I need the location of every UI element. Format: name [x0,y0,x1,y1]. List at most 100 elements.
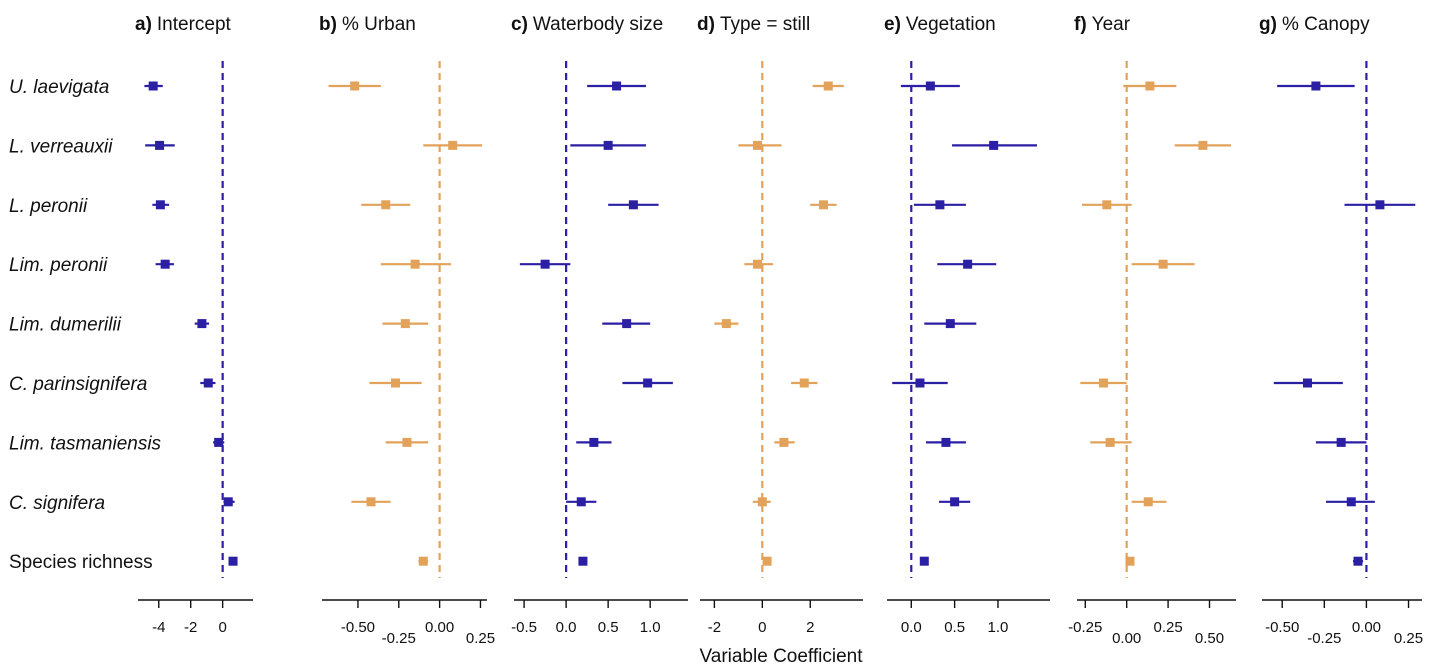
point-estimate [576,497,586,507]
point-estimate [155,140,165,150]
point-estimate [1336,437,1346,447]
point-estimate [381,200,391,210]
x-tick-label: -0.50 [341,619,375,636]
point-estimate [148,81,158,91]
point-estimate [1102,200,1112,210]
point-estimate [721,319,731,329]
panel-title: d) Type = still [697,14,810,35]
point-estimate [228,556,238,566]
panel-name: % Urban [342,14,416,35]
point-estimate [989,140,999,150]
x-tick-label: -2 [184,619,197,636]
row-label: C. signifera [9,493,105,514]
point-estimate [612,81,622,91]
x-tick-label: 0.25 [1394,630,1423,647]
x-tick-label: 0.00 [425,619,454,636]
point-estimate [578,556,588,566]
x-tick-label: 0.0 [901,619,922,636]
x-tick-label: 0.5 [944,619,965,636]
row-label: Lim. tasmaniensis [9,433,162,454]
point-estimate [753,259,763,269]
point-estimate [950,497,960,507]
point-estimate [935,200,945,210]
point-estimate [350,81,360,91]
point-estimate [779,437,789,447]
panel-title: c) Waterbody size [511,14,663,35]
point-estimate [197,319,207,329]
point-estimate [1099,378,1108,388]
point-estimate [223,497,233,507]
panel-name: Type = still [720,14,810,35]
point-estimate [589,437,599,447]
point-estimate [1346,497,1356,507]
point-estimate [1311,81,1321,91]
row-label: U. laevigata [9,77,109,98]
x-axis-title: Variable Coefficient [699,646,863,666]
panel-title: b)% Urban [319,14,416,35]
panel-name: % Canopy [1282,14,1370,35]
point-estimate [628,200,638,210]
point-estimate [400,319,410,329]
point-estimate [155,200,165,210]
panel-name: Waterbody size [533,14,663,35]
row-label: C. parinsignifera [9,374,147,395]
x-tick-label: 0 [758,619,766,636]
panel-letter: a) [135,14,152,35]
point-estimate [941,437,951,447]
panel-title: e) Vegetation [884,14,996,35]
point-estimate [1353,556,1363,566]
point-estimate [1145,81,1155,91]
x-tick-label: -0.25 [382,630,416,647]
row-label: Species richness [9,552,153,573]
point-estimate [203,378,213,388]
coefficient-panels: a) Intercept -4 -2 0 b)% Urban -0.50 -0.25 0.00 0… [135,14,1423,647]
panel-name: Vegetation [906,14,996,35]
point-estimate [925,81,935,91]
point-estimate [214,437,224,447]
panel-title: f) Year [1074,14,1131,35]
panel-title: g)% Canopy [1259,14,1370,35]
x-tick-label: 0.00 [1112,630,1141,647]
panel-letter: e) [884,14,901,35]
point-estimate [799,378,809,388]
point-estimate [1302,378,1312,388]
point-estimate [1158,259,1168,269]
x-tick-label: -2 [708,619,721,636]
point-estimate [818,200,828,210]
point-estimate [643,378,653,388]
panel-letter: f) [1074,14,1087,35]
panel-title: a) Intercept [135,14,232,35]
point-estimate [963,259,973,269]
panel-5: e) Vegetation 0.0 0.5 1.0 [884,14,1050,636]
x-tick-label: 0.25 [1153,619,1182,636]
point-estimate [366,497,376,507]
point-estimate [1143,497,1153,507]
panel-6: f) Year -0.25 0.00 0.25 0.50 [1068,14,1236,647]
panel-letter: c) [511,14,528,35]
panel-letter: d) [697,14,715,35]
x-tick-label: -0.25 [1068,619,1102,636]
panel-3: c) Waterbody size -0.5 0.0 0.5 1.0 [511,14,688,636]
point-estimate [753,140,763,150]
point-estimate [945,319,955,329]
panel-letter: b) [319,14,337,35]
point-estimate [410,259,420,269]
point-estimate [823,81,833,91]
panel-2: b)% Urban -0.50 -0.25 0.00 0.25 [319,14,495,647]
point-estimate [402,437,412,447]
panel-1: a) Intercept -4 -2 0 [135,14,253,636]
x-tick-label: 0.25 [466,630,495,647]
x-tick-label: -4 [152,619,165,636]
point-estimate [603,140,613,150]
x-tick-label: 1.0 [988,619,1009,636]
row-label: Lim. peronii [9,255,108,276]
point-estimate [160,259,170,269]
x-tick-label: 0.5 [598,619,619,636]
point-estimate [448,140,458,150]
row-label: Lim. dumerilii [9,315,122,336]
x-tick-label: 0.50 [1195,630,1224,647]
point-estimate [1198,140,1208,150]
row-label: L. peronii [9,196,88,217]
x-tick-label: 1.0 [640,619,661,636]
